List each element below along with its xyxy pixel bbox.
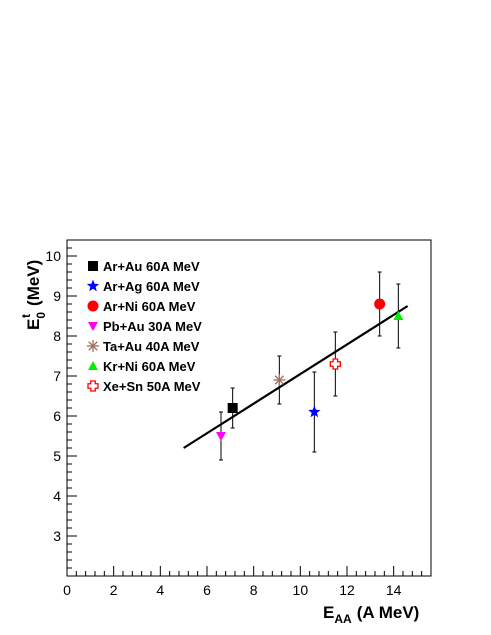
fit-line xyxy=(183,305,409,449)
data-point xyxy=(374,271,386,337)
x-tick-label: 14 xyxy=(386,582,402,598)
svg-text:E0(MeV): E0 (MeV) xyxy=(24,260,48,330)
legend: Ar+Au 60A MeV Ar+Ag 60A MeV Ar+Ni 60A MeV P… xyxy=(86,259,202,394)
x-axis-title-sub: AA xyxy=(334,612,352,626)
y-tick-label: 9 xyxy=(53,288,61,304)
x-tick-label: 6 xyxy=(203,582,211,598)
y-axis-title-sup: t xyxy=(19,314,33,318)
x-axis-title: EAA (A MeV) xyxy=(323,603,419,626)
y-axis-title: E0 (MeV) t xyxy=(19,260,48,330)
legend-entry: Kr+Ni 60A MeV xyxy=(88,359,196,374)
legend-marker xyxy=(87,300,99,312)
y-tick-label: 6 xyxy=(53,408,61,424)
data-point xyxy=(216,411,226,461)
data-point xyxy=(329,331,341,397)
y-tick-label: 7 xyxy=(53,368,61,384)
legend-label: Xe+Sn 50A MeV xyxy=(103,379,201,394)
y-axis-title-main: E xyxy=(24,319,43,330)
x-tick-label: 8 xyxy=(250,582,258,598)
legend-marker xyxy=(86,279,100,292)
point-marker xyxy=(273,374,286,386)
legend-entry: Ta+Au 40A MeV xyxy=(87,339,200,354)
legend-marker xyxy=(87,340,99,352)
legend-entry: Ar+Ag 60A MeV xyxy=(86,279,200,294)
data-point xyxy=(273,355,286,405)
x-tick-label: 10 xyxy=(293,582,309,598)
y-tick-label: 3 xyxy=(53,528,61,544)
legend-entry: Ar+Ni 60A MeV xyxy=(87,299,196,314)
asterisk-stroke xyxy=(88,341,98,351)
legend-entry: Pb+Au 30A MeV xyxy=(88,319,202,334)
fit-line-group xyxy=(183,305,409,449)
point-marker xyxy=(393,311,404,320)
legend-label: Ar+Ni 60A MeV xyxy=(103,299,196,314)
y-tick-label: 8 xyxy=(53,328,61,344)
asterisk-stroke xyxy=(274,375,285,385)
point-marker xyxy=(329,358,341,370)
data-point xyxy=(227,387,238,429)
x-axis: 0 2 4 6 8 10 12 14 xyxy=(63,566,432,598)
legend-label: Ar+Au 60A MeV xyxy=(103,259,200,274)
x-tick-label: 0 xyxy=(63,582,71,598)
x-tick-label: 12 xyxy=(339,582,355,598)
legend-label: Ar+Ag 60A MeV xyxy=(103,279,200,294)
x-tick-label: 2 xyxy=(110,582,118,598)
y-tick-label: 4 xyxy=(53,488,61,504)
x-axis-title-unit: (A MeV) xyxy=(357,603,420,622)
y-tick-label: 10 xyxy=(45,248,61,264)
legend-entry: Ar+Au 60A MeV xyxy=(88,259,200,274)
legend-label: Kr+Ni 60A MeV xyxy=(103,359,196,374)
y-axis: 3 4 5 6 7 8 9 10 xyxy=(45,239,77,577)
y-axis-title-unit: (MeV) xyxy=(24,260,43,306)
x-axis-title-main: E xyxy=(323,603,334,622)
legend-marker xyxy=(87,380,99,392)
legend-label: Pb+Au 30A MeV xyxy=(103,319,202,334)
point-marker xyxy=(216,432,226,441)
data-points xyxy=(216,271,404,461)
point-marker xyxy=(227,403,238,413)
legend-marker xyxy=(88,322,98,331)
y-tick-label: 5 xyxy=(53,448,61,464)
data-point xyxy=(393,283,404,349)
x-tick-label: 4 xyxy=(156,582,164,598)
point-marker xyxy=(308,405,321,418)
legend-label: Ta+Au 40A MeV xyxy=(103,339,200,354)
y-axis-title-sub: 0 xyxy=(34,312,48,319)
data-point xyxy=(308,371,321,453)
legend-marker xyxy=(88,261,98,271)
legend-marker xyxy=(88,361,98,370)
legend-entry: Xe+Sn 50A MeV xyxy=(87,379,201,394)
point-marker xyxy=(374,298,386,310)
